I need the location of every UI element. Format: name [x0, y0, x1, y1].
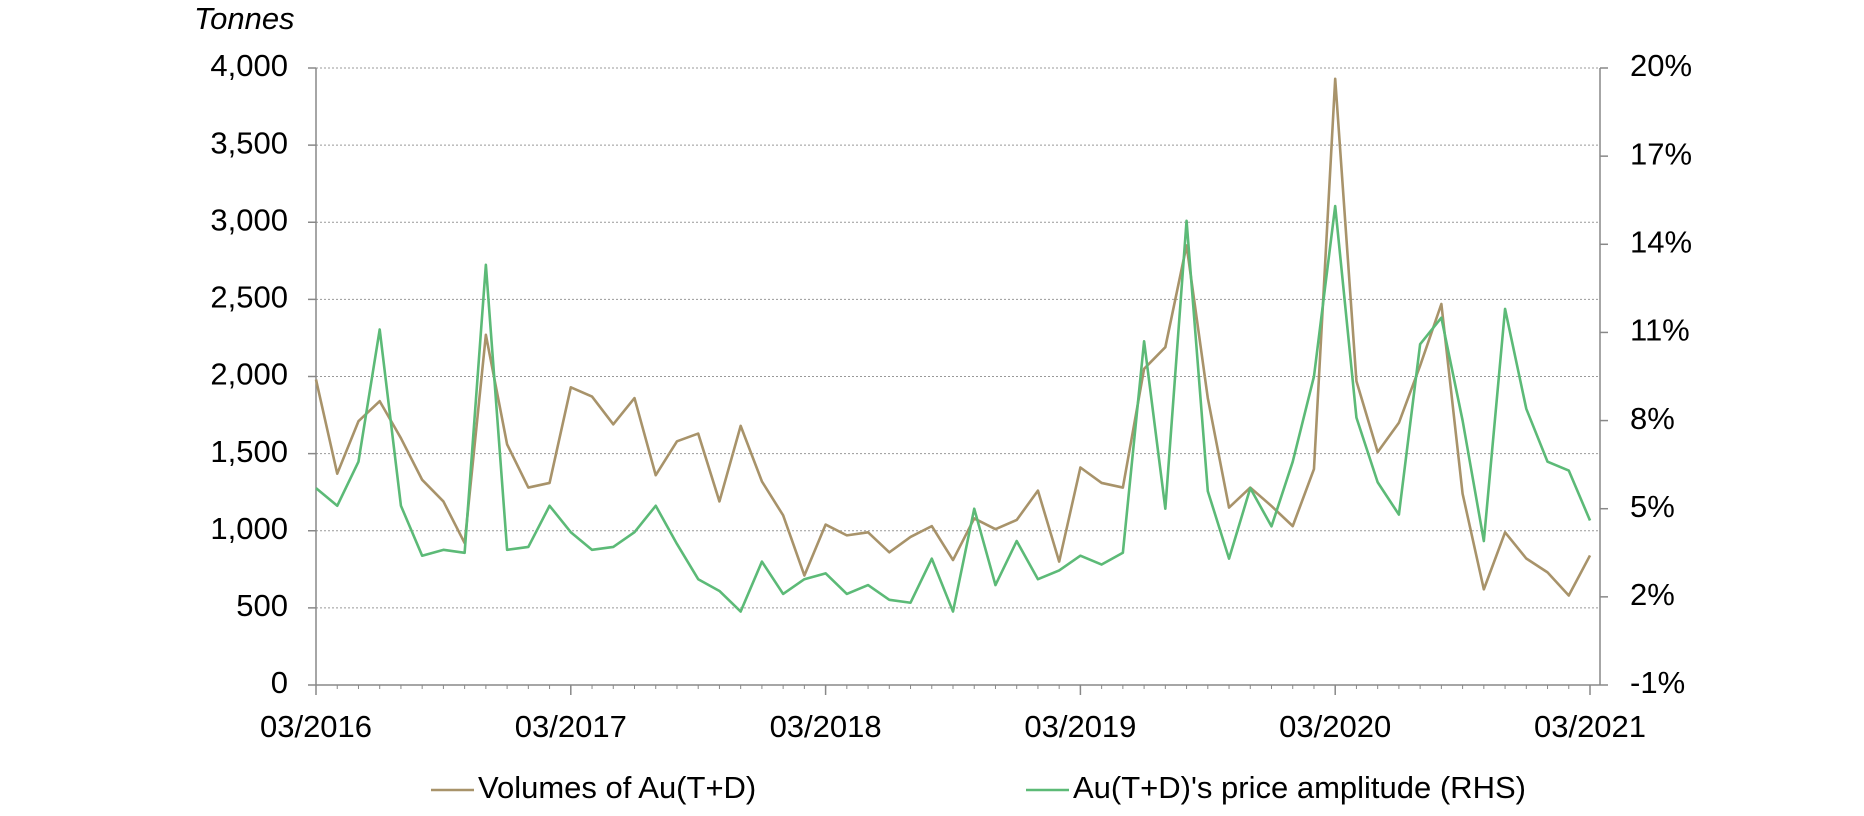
y2-tick-label: 11% — [1630, 313, 1690, 348]
legend-label: Volumes of Au(T+D) — [478, 770, 756, 805]
y2-tick-label: 5% — [1630, 489, 1675, 524]
y-tick-label: 3,000 — [210, 202, 288, 237]
x-tick-label: 03/2021 — [1534, 709, 1646, 744]
y2-tick-label: 2% — [1630, 577, 1675, 612]
y-tick-label: 3,500 — [210, 125, 288, 160]
series-line — [315, 204, 1592, 613]
x-tick-label: 03/2020 — [1279, 709, 1391, 744]
y-tick-label: 1,500 — [210, 434, 288, 469]
y2-tick-label: 17% — [1630, 136, 1692, 171]
y-tick-label: 500 — [236, 588, 288, 623]
y-tick-label: 4,000 — [210, 48, 288, 83]
y2-tick-label: 20% — [1630, 48, 1692, 83]
x-tick-label: 03/2018 — [770, 709, 882, 744]
x-tick-label: 03/2019 — [1024, 709, 1136, 744]
series-line — [314, 77, 1592, 597]
legend-label: Au(T+D)'s price amplitude (RHS) — [1073, 770, 1526, 805]
y-tick-label: 2,000 — [210, 357, 288, 392]
x-tick-label: 03/2017 — [515, 709, 627, 744]
y-tick-label: 1,000 — [210, 511, 288, 546]
y-tick-label: 0 — [271, 665, 288, 700]
y2-tick-label: 14% — [1630, 224, 1692, 259]
y-tick-label: 2,500 — [210, 280, 288, 315]
y2-tick-label: 8% — [1630, 401, 1675, 436]
y2-tick-label: -1% — [1630, 665, 1685, 700]
y-unit-label: Tonnes — [194, 1, 295, 36]
x-tick-label: 03/2016 — [260, 709, 372, 744]
